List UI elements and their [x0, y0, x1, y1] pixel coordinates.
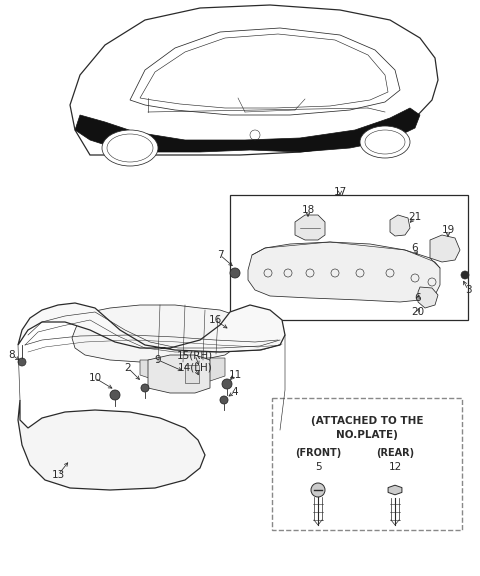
Ellipse shape: [360, 126, 410, 158]
Text: 7: 7: [216, 250, 223, 260]
Text: 9: 9: [155, 355, 161, 365]
Text: 19: 19: [442, 225, 455, 235]
Polygon shape: [165, 360, 195, 383]
Text: 12: 12: [388, 462, 402, 472]
Text: 10: 10: [88, 373, 102, 383]
Polygon shape: [248, 242, 440, 302]
Text: 2: 2: [125, 363, 132, 373]
Bar: [185, 365, 199, 383]
Circle shape: [220, 396, 228, 404]
Circle shape: [311, 483, 325, 497]
Circle shape: [141, 384, 149, 392]
Text: 15(RH): 15(RH): [177, 350, 213, 360]
Circle shape: [230, 268, 240, 278]
Polygon shape: [430, 235, 460, 262]
Text: NO.PLATE): NO.PLATE): [336, 430, 398, 440]
Polygon shape: [195, 358, 225, 381]
Polygon shape: [418, 287, 438, 308]
Polygon shape: [148, 355, 210, 393]
Text: (REAR): (REAR): [376, 448, 414, 458]
Text: 11: 11: [228, 370, 241, 380]
Text: 13: 13: [51, 470, 65, 480]
Polygon shape: [390, 215, 410, 236]
Polygon shape: [18, 303, 285, 352]
Polygon shape: [295, 215, 325, 240]
Text: 6: 6: [415, 293, 421, 303]
Text: 17: 17: [334, 187, 347, 197]
Text: 21: 21: [408, 212, 421, 222]
Circle shape: [461, 271, 469, 279]
Text: (ATTACHED TO THE: (ATTACHED TO THE: [311, 416, 423, 426]
Text: (FRONT): (FRONT): [295, 448, 341, 458]
Polygon shape: [75, 108, 420, 152]
Circle shape: [222, 379, 232, 389]
Polygon shape: [388, 485, 402, 495]
Text: 6: 6: [412, 243, 418, 253]
Text: 20: 20: [411, 307, 425, 317]
Text: 4: 4: [232, 387, 238, 397]
Text: 3: 3: [465, 285, 471, 295]
Ellipse shape: [102, 130, 158, 166]
Circle shape: [110, 390, 120, 400]
Polygon shape: [72, 305, 240, 362]
Circle shape: [18, 358, 26, 366]
Bar: [230, 195, 468, 320]
Polygon shape: [18, 400, 205, 490]
Text: 14(LH): 14(LH): [178, 363, 212, 373]
Polygon shape: [140, 360, 170, 380]
Text: 18: 18: [301, 205, 314, 215]
Text: 16: 16: [208, 315, 222, 325]
Text: 8: 8: [9, 350, 15, 360]
Polygon shape: [70, 5, 438, 155]
Text: 5: 5: [315, 462, 321, 472]
